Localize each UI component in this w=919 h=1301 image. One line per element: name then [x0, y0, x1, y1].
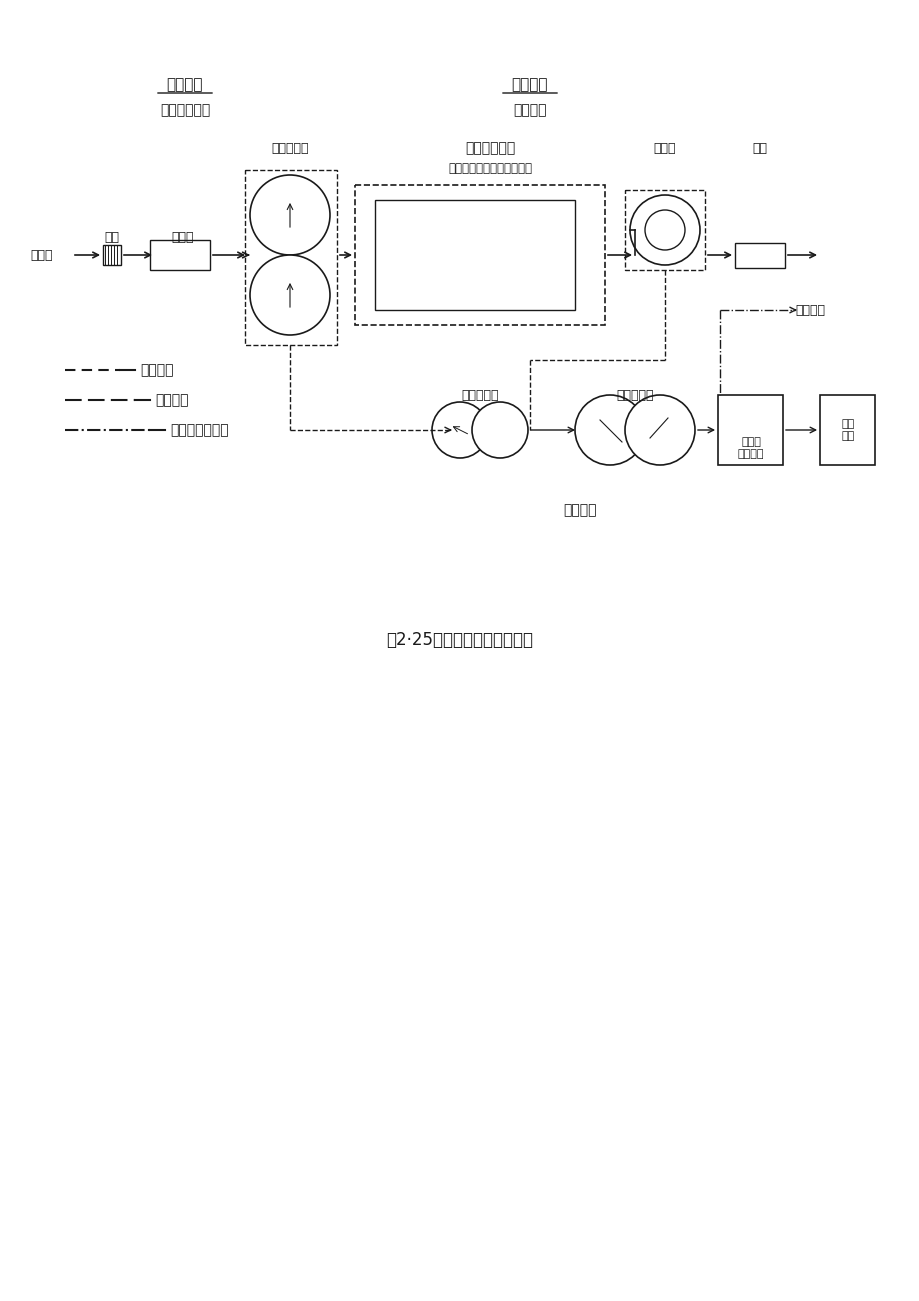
Text: 污泥流程: 污泥流程	[154, 393, 188, 407]
Text: 污水流程: 污水流程	[140, 363, 174, 377]
Text: 污泥
利用: 污泥 利用	[841, 419, 854, 441]
Bar	[624, 190, 704, 271]
Text: 图2·25城市污水处理典型流程: 图2·25城市污水处理典型流程	[386, 631, 533, 649]
Text: 初次沉淀池: 初次沉淀池	[271, 142, 309, 155]
Text: 格栅: 格栅	[105, 230, 119, 243]
Bar	[150, 239, 210, 271]
Circle shape	[574, 396, 644, 464]
Text: 沉砂池: 沉砂池	[172, 230, 194, 243]
Text: （生物处: （生物处	[513, 103, 546, 117]
Text: 污泥处理: 污泥处理	[562, 503, 596, 516]
Text: 生物处理设备: 生物处理设备	[464, 141, 515, 155]
Circle shape	[250, 255, 330, 334]
Text: 沼气利用: 沼气利用	[794, 303, 824, 316]
Circle shape	[432, 402, 487, 458]
Text: （活性污泥法或生物膜法）: （活性污泥法或生物膜法）	[448, 161, 531, 174]
Text: 沉淀池: 沉淀池	[653, 142, 675, 155]
Text: 二级处理: 二级处理	[511, 78, 548, 92]
Text: 污泥浓缩池: 污泥浓缩池	[460, 389, 498, 402]
Circle shape	[250, 176, 330, 255]
Circle shape	[644, 209, 685, 250]
Text: 一级处理: 一级处理	[166, 78, 203, 92]
Bar	[717, 396, 782, 464]
Circle shape	[624, 396, 694, 464]
Bar	[375, 200, 574, 310]
Bar	[734, 243, 784, 268]
Bar	[819, 396, 874, 464]
Bar	[355, 185, 605, 325]
Text: 消化气（沼气）: 消化气（沼气）	[170, 423, 229, 437]
Text: 原污水: 原污水	[30, 248, 52, 262]
Bar	[103, 245, 121, 265]
Bar	[244, 170, 336, 345]
Text: 脱水和
干燥设备: 脱水和 干燥设备	[737, 437, 764, 459]
Text: （物理处理）: （物理处理）	[160, 103, 210, 117]
Text: 消毒: 消毒	[752, 142, 766, 155]
Text: 污泥消化池: 污泥消化池	[616, 389, 653, 402]
Circle shape	[630, 195, 699, 265]
Circle shape	[471, 402, 528, 458]
